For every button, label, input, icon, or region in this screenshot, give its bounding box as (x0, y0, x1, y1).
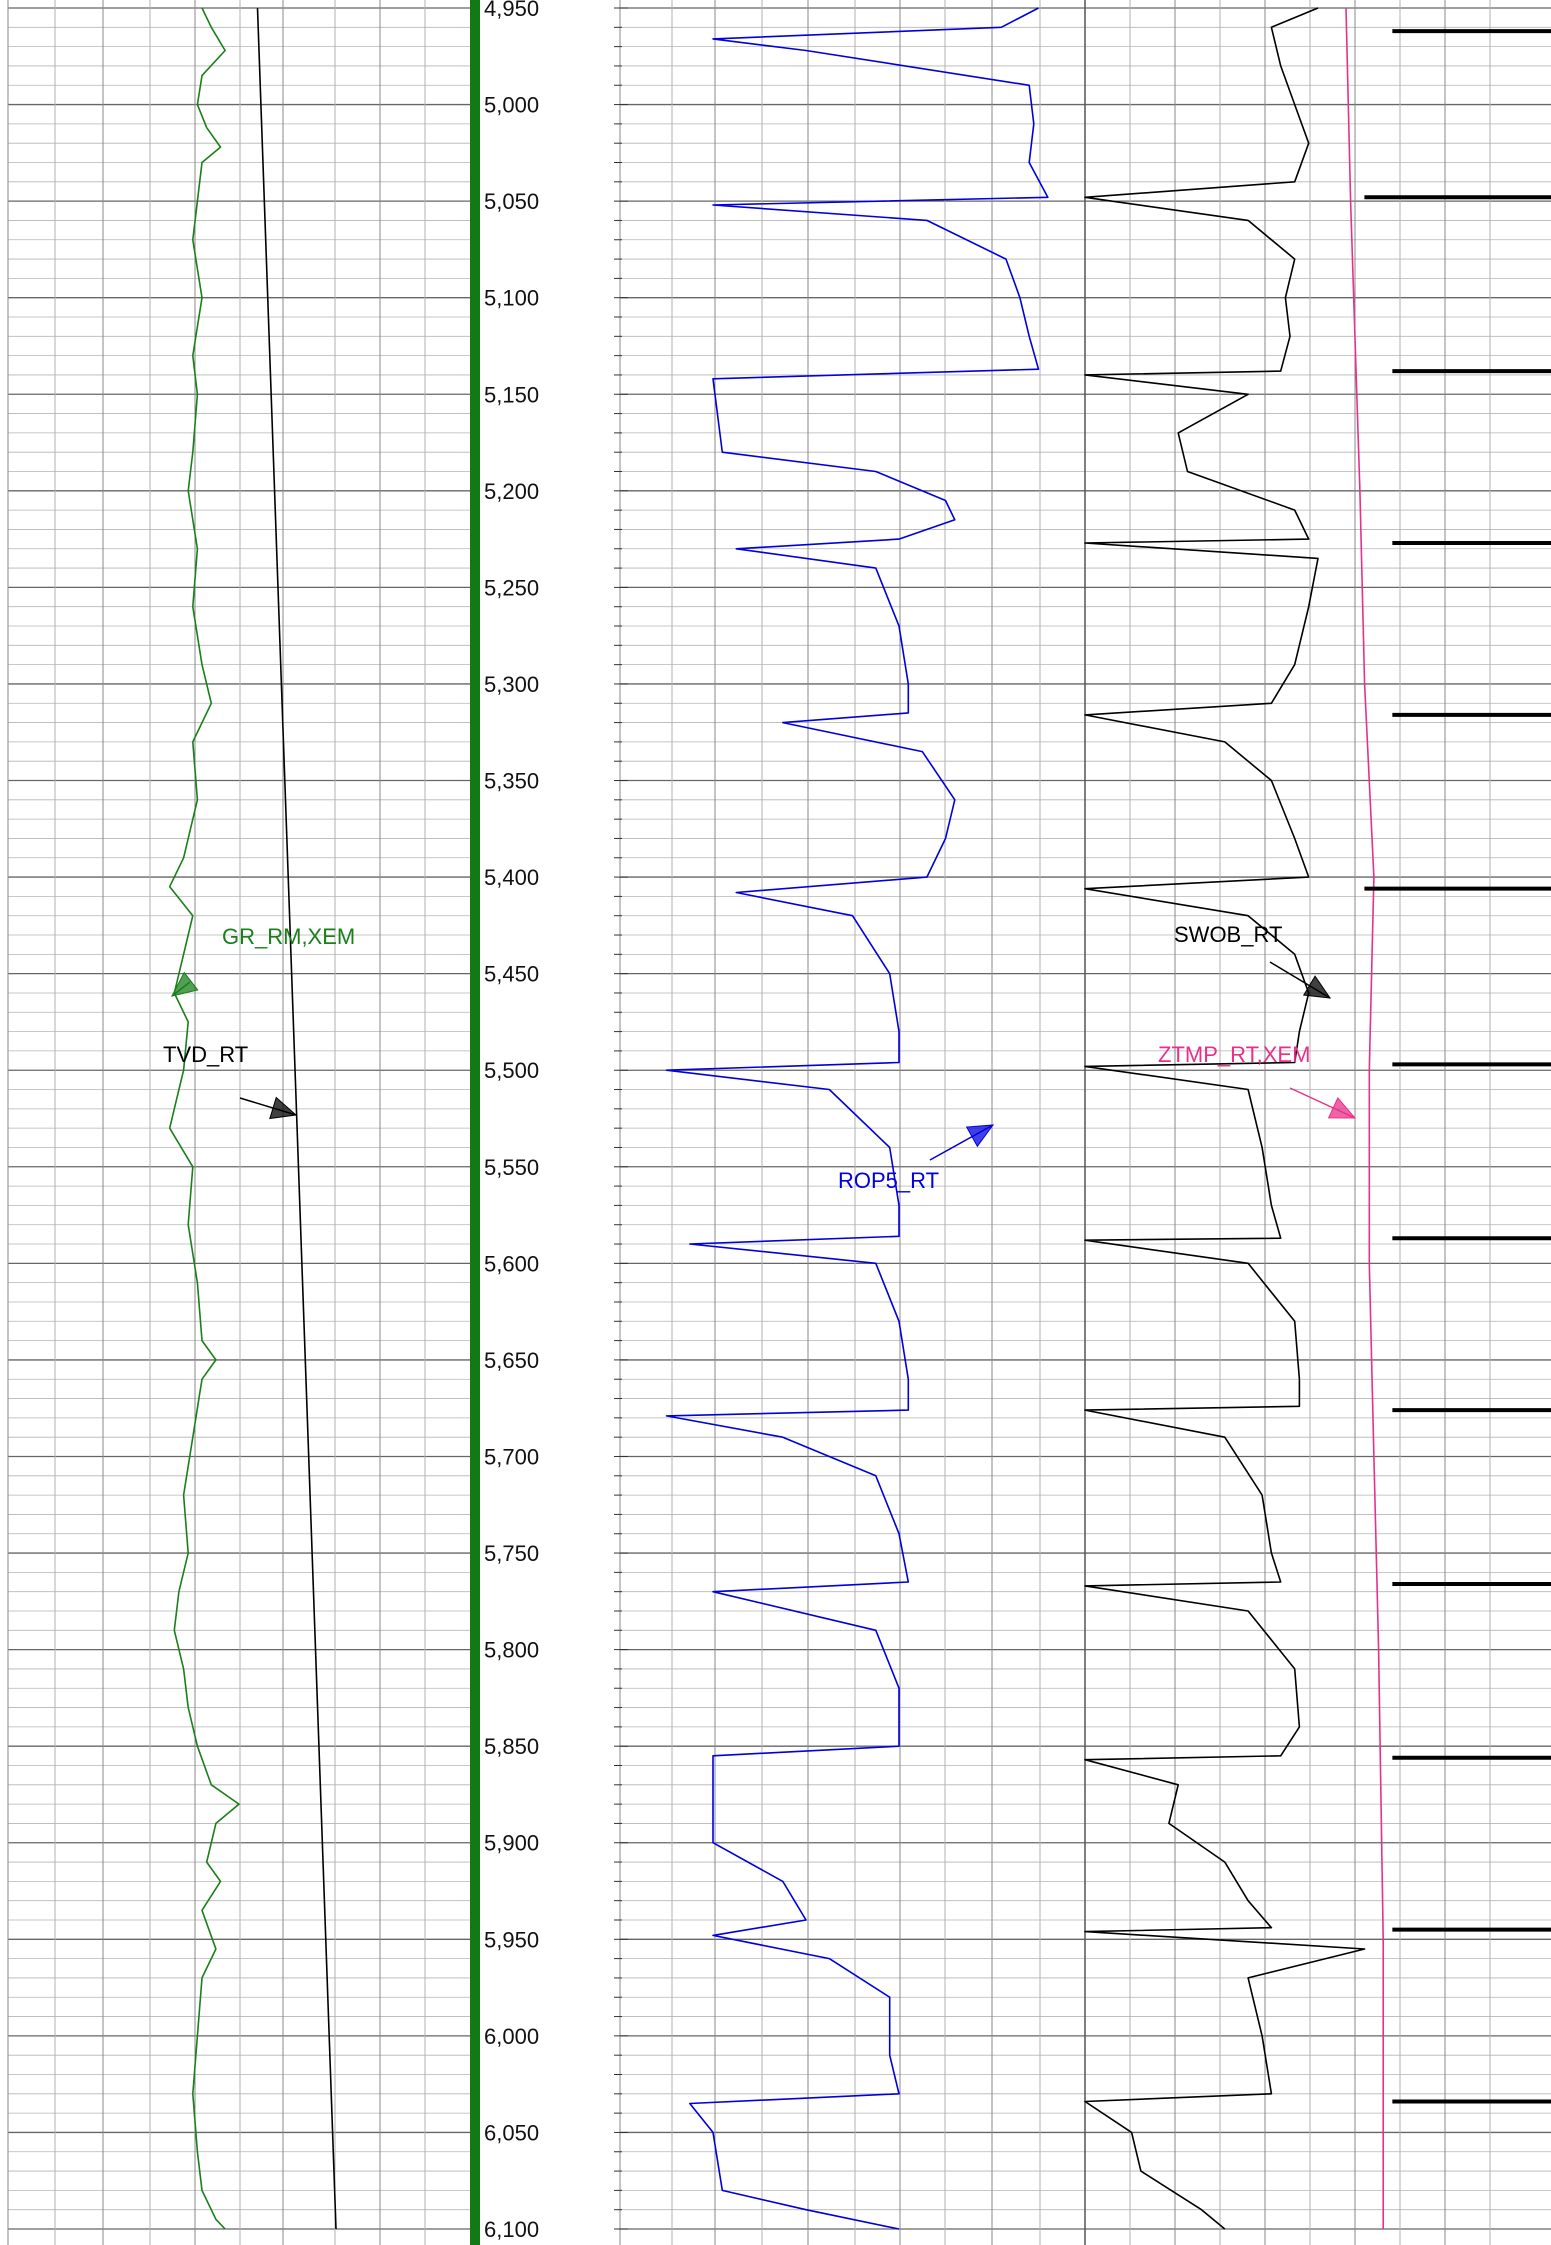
depth-tick-label: 5,500 (484, 1058, 539, 1083)
depth-tick-label: 5,250 (484, 575, 539, 600)
annotation-arrowhead (1302, 975, 1332, 999)
depth-tick-label: 6,000 (484, 2024, 539, 2049)
depth-tick-label: 5,050 (484, 189, 539, 214)
annotation-text: TVD_RT (163, 1042, 248, 1067)
track-3-grid (1084, 0, 1551, 2245)
depth-tick-label: 5,650 (484, 1348, 539, 1373)
depth-tick-label: 6,050 (484, 2120, 539, 2145)
depth-tick-label: 4,950 (484, 0, 539, 21)
annotation-ztmp-rt-xem: ZTMP_RT,XEM (1158, 1042, 1357, 1119)
curve-rop5-rt (665, 7, 1049, 2230)
depth-tick-label: 5,000 (484, 93, 539, 118)
curve-gr-rm-xem (168, 7, 240, 2230)
depth-tick-label: 5,350 (484, 769, 539, 794)
depth-tick-label: 5,450 (484, 962, 539, 987)
annotation-rop5-rt: ROP5_RT (838, 1124, 995, 1193)
annotation-tvd-rt: TVD_RT (163, 1042, 298, 1120)
depth-bar (470, 0, 480, 2245)
depth-tick-label: 5,950 (484, 1927, 539, 1952)
annotation-arrowhead (1327, 1097, 1357, 1119)
depth-tick-label: 5,750 (484, 1541, 539, 1566)
depth-tick-label: 5,100 (484, 286, 539, 311)
annotation-arrowhead (965, 1124, 995, 1148)
depth-tick-label: 5,550 (484, 1155, 539, 1180)
depth-labels: 4,950 5,000 5,050 5,100 5,150 5,200 5,250 5,300… (484, 0, 539, 2242)
depth-tick-label: 5,150 (484, 382, 539, 407)
depth-tick-label: 5,400 (484, 865, 539, 890)
annotation-arrowhead (171, 971, 199, 997)
annotation-text: ZTMP_RT,XEM (1158, 1042, 1310, 1067)
depth-tick-label: 6,100 (484, 2217, 539, 2242)
depth-tick-label: 5,900 (484, 1831, 539, 1856)
curve-tvd-rt (256, 7, 337, 2230)
annotation-text: GR_RM,XEM (222, 924, 355, 949)
depth-tick-label: 5,850 (484, 1734, 539, 1759)
depth-tick-label: 5,600 (484, 1251, 539, 1276)
depth-track (470, 0, 628, 2245)
depth-tick-label: 5,700 (484, 1444, 539, 1469)
annotation-gr-rm-xem: GR_RM,XEM (171, 924, 355, 997)
depth-tick-label: 5,200 (484, 479, 539, 504)
annotation-text: ROP5_RT (838, 1168, 939, 1193)
log-curves (168, 7, 1551, 2230)
depth-tick-label: 5,300 (484, 672, 539, 697)
annotation-text: SWOB_RT (1174, 922, 1282, 947)
depth-tick-label: 5,800 (484, 1638, 539, 1663)
track-2-grid (619, 0, 1085, 2245)
annotation-swob-rt: SWOB_RT (1174, 922, 1332, 999)
annotation-arrowhead (269, 1096, 298, 1120)
curve-swob-rt (1084, 7, 1366, 2230)
curve-annotations: GR_RM,XEM TVD_RT ROP5_RT SWOB_RT ZTMP_RT,XEM (163, 922, 1357, 1193)
curve-ztmp-rt-xem (1345, 7, 1384, 2229)
